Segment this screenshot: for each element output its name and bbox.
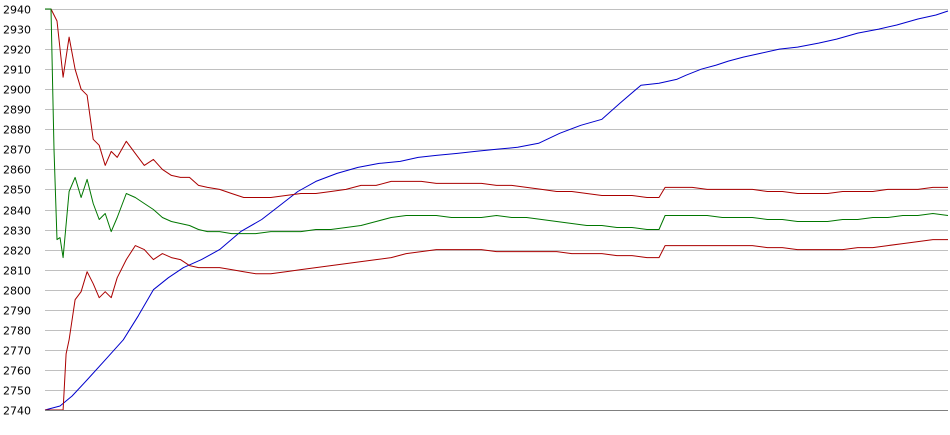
y-tick-labels: 2740 2750 2760 2770 2780 2790 2800 2810 2820 2830… bbox=[3, 4, 31, 418]
y-tick-label: 2850 bbox=[3, 184, 31, 197]
y-tick-label: 2940 bbox=[3, 4, 31, 17]
y-tick-label: 2810 bbox=[3, 265, 31, 278]
y-tick-label: 2840 bbox=[3, 205, 31, 218]
series-line-2 bbox=[45, 8, 948, 198]
series-line-1 bbox=[44, 10, 949, 411]
y-tick-label: 2830 bbox=[3, 225, 31, 238]
y-tick-label: 2820 bbox=[3, 245, 31, 258]
y-tick-label: 2760 bbox=[3, 365, 31, 378]
y-tick-label: 2870 bbox=[3, 144, 31, 157]
y-tick-label: 2890 bbox=[3, 104, 31, 117]
series-lines bbox=[44, 8, 949, 411]
y-tick-label: 2770 bbox=[3, 345, 31, 358]
y-tick-label: 2860 bbox=[3, 164, 31, 177]
y-tick-label: 2930 bbox=[3, 24, 31, 37]
y-tick-label: 2750 bbox=[3, 385, 31, 398]
series-line-3 bbox=[45, 8, 949, 259]
y-tick-label: 2800 bbox=[3, 285, 31, 298]
y-tick-label: 2880 bbox=[3, 124, 31, 137]
y-tick-label: 2780 bbox=[3, 325, 31, 338]
y-tick-label: 2920 bbox=[3, 44, 31, 57]
y-tick-label: 2790 bbox=[3, 305, 31, 318]
y-tick-label: 2910 bbox=[3, 64, 31, 77]
series-line-4 bbox=[45, 239, 948, 411]
y-tick-label: 2740 bbox=[3, 405, 31, 418]
grid bbox=[45, 9, 948, 411]
y-tick-label: 2900 bbox=[3, 84, 31, 97]
